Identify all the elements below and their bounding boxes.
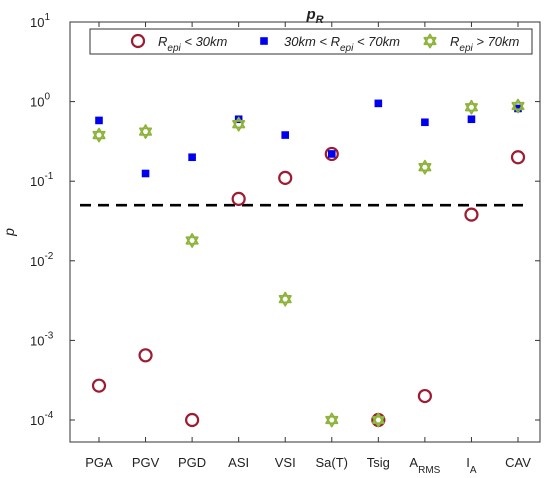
y-tick-base: 10 bbox=[30, 254, 44, 269]
data-point-circle bbox=[138, 348, 153, 363]
data-point-square bbox=[374, 99, 383, 108]
x-tick-label-main: A bbox=[409, 455, 418, 470]
data-point-circle bbox=[185, 412, 200, 428]
data-point-circle bbox=[464, 207, 479, 222]
legend-label: Repi < 30km bbox=[158, 34, 228, 54]
data-point-circle bbox=[324, 146, 339, 162]
x-tick-label-main: ASI bbox=[228, 455, 249, 470]
x-tick-label-main: VSI bbox=[275, 455, 296, 470]
x-tick-label-main: Sa(T) bbox=[316, 455, 349, 470]
plot-frame bbox=[69, 21, 541, 443]
data-point-circle bbox=[417, 388, 432, 404]
y-tick-label: 100 bbox=[30, 92, 50, 110]
x-tick-label: Sa(T) bbox=[316, 455, 349, 470]
x-tick-label-main: Tsig bbox=[367, 455, 390, 470]
x-tick-label: VSI bbox=[275, 455, 296, 470]
legend-marker bbox=[260, 37, 268, 45]
y-tick-base: 10 bbox=[30, 174, 44, 189]
legend-box bbox=[89, 28, 533, 55]
data-point-circle bbox=[91, 378, 107, 393]
y-tick-exponent: 1 bbox=[44, 12, 50, 23]
data-point-square bbox=[421, 118, 429, 127]
x-tick-label: Tsig bbox=[367, 455, 390, 470]
data-point-square bbox=[467, 115, 476, 124]
legend-label: 30km < Repi < 70km bbox=[284, 34, 400, 54]
y-tick-exponent: -2 bbox=[44, 251, 53, 262]
y-tick-label: 10-3 bbox=[30, 330, 54, 348]
y-tick-base: 10 bbox=[30, 333, 44, 348]
x-tick-label-main: PGD bbox=[178, 455, 206, 470]
y-tick-exponent: -1 bbox=[44, 171, 53, 182]
data-point-star bbox=[418, 159, 432, 175]
legend: Repi < 30km 30km < Repi < 70km Repi > 70km bbox=[89, 28, 533, 55]
legend-label: Repi > 70km bbox=[450, 34, 520, 54]
x-tick-label-main: CAV bbox=[505, 455, 531, 470]
x-tick-label: IA bbox=[466, 455, 477, 476]
y-tick-exponent: 0 bbox=[44, 92, 50, 103]
y-tick-label: 101 bbox=[30, 12, 50, 30]
data-point-star bbox=[92, 127, 106, 143]
x-tick-label: PGA bbox=[85, 455, 113, 470]
y-tick-exponent: -3 bbox=[44, 330, 53, 341]
data-point-star bbox=[325, 412, 339, 428]
legend-item: Repi > 70km bbox=[423, 33, 520, 54]
chart-title-subscript: R bbox=[316, 14, 324, 26]
x-tick-label-main: PGA bbox=[85, 455, 113, 470]
x-tick-label-subscript: A bbox=[470, 465, 477, 476]
x-tick-label: ARMS bbox=[409, 455, 440, 476]
x-tick-label: ASI bbox=[228, 455, 249, 470]
data-point-circle bbox=[278, 170, 293, 186]
x-tick-label-subscript: RMS bbox=[418, 465, 441, 476]
y-axis-label: p bbox=[1, 228, 17, 237]
y-tick-exponent: -4 bbox=[44, 410, 53, 421]
data-point-star bbox=[185, 233, 199, 248]
data-point-star bbox=[511, 98, 525, 114]
plot-area bbox=[70, 22, 550, 442]
data-point-circle bbox=[510, 150, 526, 165]
y-tick-label: 10-2 bbox=[30, 251, 54, 269]
y-tick-label: 10-1 bbox=[30, 171, 54, 189]
y-tick-base: 10 bbox=[30, 413, 44, 428]
data-point-square bbox=[327, 150, 336, 158]
y-tick-base: 10 bbox=[30, 95, 44, 110]
data-point-star bbox=[371, 412, 385, 428]
x-tick-label-main: PGV bbox=[132, 455, 160, 470]
data-point-star bbox=[278, 291, 292, 307]
chart-title: pR bbox=[305, 6, 323, 26]
y-tick-label: 10-4 bbox=[30, 410, 54, 428]
x-tick-label: CAV bbox=[505, 455, 531, 470]
data-point-square bbox=[188, 153, 196, 162]
data-point-square bbox=[141, 169, 150, 178]
data-point-square bbox=[95, 116, 103, 125]
x-tick-label: PGD bbox=[178, 455, 206, 470]
legend-item: Repi < 30km bbox=[130, 33, 228, 54]
x-tick-label-main: I bbox=[466, 455, 470, 470]
data-point-circle bbox=[231, 191, 246, 206]
legend-item: 30km < Repi < 70km bbox=[260, 34, 400, 54]
data-point-square bbox=[281, 131, 290, 139]
data-point-star bbox=[139, 124, 153, 139]
x-tick-label: PGV bbox=[132, 455, 160, 470]
data-point-star bbox=[464, 99, 478, 115]
data-points bbox=[91, 98, 526, 428]
y-tick-base: 10 bbox=[30, 15, 44, 30]
chart-title-main: p bbox=[305, 6, 315, 23]
data-point-star bbox=[232, 116, 246, 132]
legend-marker bbox=[130, 33, 146, 49]
legend-marker bbox=[423, 33, 437, 49]
